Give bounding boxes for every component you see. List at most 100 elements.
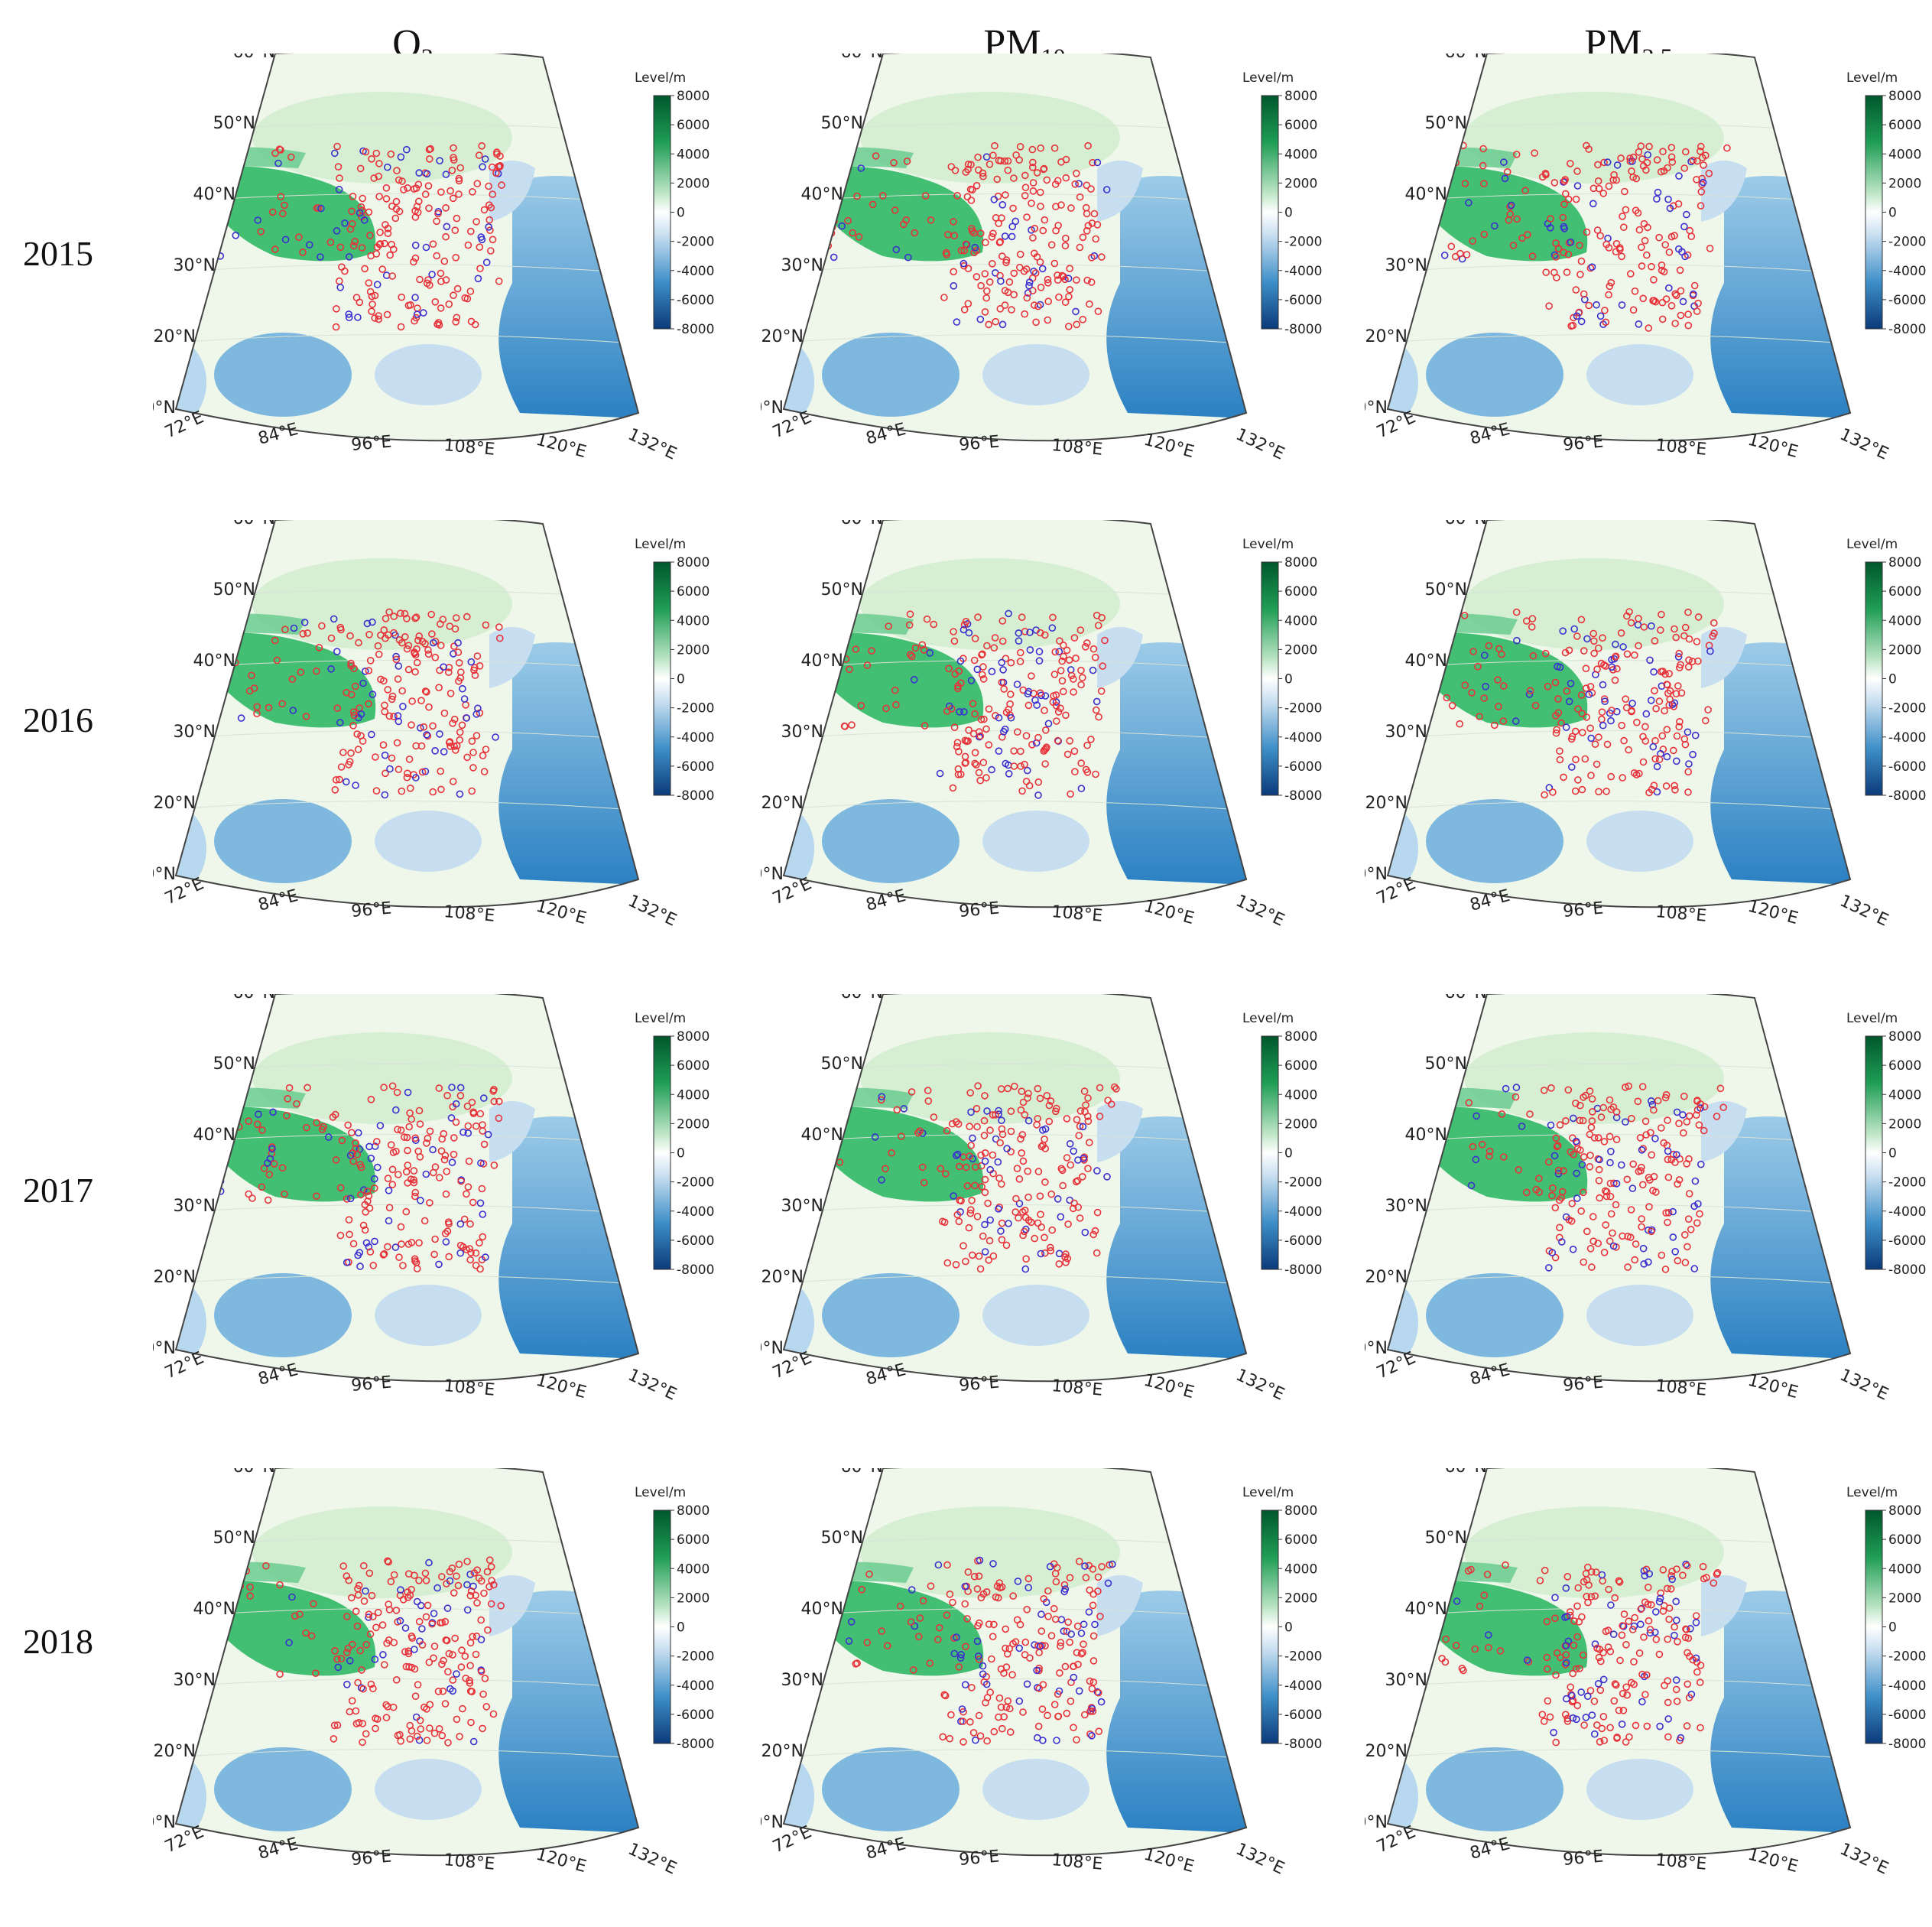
station-marker-blue [1682,1560,1690,1568]
station-marker-red [1083,276,1092,284]
station-marker-red [1693,1219,1701,1227]
station-marker-red [1651,637,1659,645]
station-marker-red [1010,174,1018,182]
station-marker-red [1041,707,1048,714]
yellow-sea [1701,161,1747,222]
station-marker-red [253,710,261,717]
station-marker-red [1080,1711,1089,1719]
station-marker-red [892,700,900,709]
station-marker-red [1442,1589,1450,1597]
station-marker-red [1110,1083,1119,1091]
station-marker-blue [1569,1245,1577,1253]
station-marker-red [1572,756,1580,764]
station-marker-red [356,164,365,173]
station-marker-blue [1089,666,1097,674]
station-marker-blue [459,1128,467,1136]
station-marker-red [1573,1145,1582,1153]
station-marker-red [1031,269,1040,277]
station-marker-red [977,715,985,723]
station-marker-red [1441,1658,1450,1666]
station-marker-red [1612,1108,1621,1116]
station-marker-blue [1036,1642,1044,1650]
station-marker-blue [961,1582,969,1591]
station-marker-red [478,1184,486,1193]
station-marker-red [433,252,441,260]
station-marker-red [422,1577,430,1584]
station-marker-red [423,1737,431,1744]
station-marker-red [973,1585,982,1593]
station-marker-blue [972,1736,979,1744]
station-marker-red [950,268,957,276]
station-marker-red [1667,1155,1676,1164]
station-marker-blue [369,691,377,698]
station-marker-red [1066,1638,1074,1646]
station-marker-red [438,1731,446,1740]
station-marker-red [376,240,385,248]
station-marker-red [1634,1097,1642,1106]
station-marker-red [471,320,479,329]
station-marker-red [1054,708,1063,716]
station-marker-blue [1601,697,1609,705]
station-marker-red [1664,164,1671,172]
station-marker-red [1638,1163,1645,1171]
station-marker-red [401,609,409,618]
station-marker-red [1599,190,1608,197]
lon-label: 120°E [1745,431,1800,462]
station-marker-red [1586,724,1594,733]
station-marker-red [1461,180,1469,187]
station-marker-red [411,1134,420,1142]
lon-label: 132°E [1836,892,1891,931]
station-marker-blue [417,1196,424,1204]
station-marker-blue [1060,1627,1068,1635]
lon-label: 120°E [1745,897,1800,928]
station-marker-red [985,1236,994,1245]
station-marker-blue [1638,1146,1646,1154]
station-marker-blue [361,668,369,675]
station-marker-red [1547,1084,1555,1092]
station-marker-blue [1055,648,1063,655]
station-marker-red [1619,1622,1627,1630]
station-marker-red [982,294,991,302]
station-marker-red [1033,1121,1041,1129]
station-marker-red [1670,703,1678,710]
station-marker-red [349,242,358,250]
station-marker-red [1583,1593,1591,1600]
station-marker-red [926,1659,934,1667]
station-marker-red [1060,652,1067,661]
colorbar-tick-label: -8000 [1888,322,1926,337]
lat-label: 40°N [1405,652,1447,671]
station-marker-blue [953,318,961,326]
station-marker-red [407,301,414,309]
station-marker-red [1017,747,1024,756]
station-marker-blue [1007,713,1015,722]
lat-label: 40°N [193,652,235,671]
station-marker-red [479,1690,487,1698]
station-marker-red [1063,750,1072,759]
station-marker-red [425,1659,433,1666]
lat-label: 20°N [1365,1742,1408,1761]
station-marker-red [1464,1567,1473,1575]
station-marker-red [1037,1223,1046,1231]
station-marker-blue [1647,1097,1655,1105]
station-marker-blue [1568,1691,1576,1700]
station-marker-blue [926,649,934,657]
station-marker-red [458,1646,466,1654]
station-marker-red [1023,1606,1031,1613]
colorbar-tick-label: 0 [677,1146,685,1162]
station-marker-red [1086,1677,1094,1685]
station-marker-red [1719,1103,1728,1111]
station-marker-red [1629,1160,1638,1168]
colorbar-tick-label: -2000 [1888,1175,1926,1191]
station-marker-red [1001,157,1009,165]
lat-label: 30°N [1385,1197,1427,1216]
station-marker-red [410,258,417,266]
station-marker-red [1015,156,1024,164]
station-marker-blue [446,1685,454,1693]
station-marker-red [1556,756,1564,764]
mongolia-plateau [252,92,512,184]
station-marker-red [1016,250,1024,258]
colorbar: Level/m80006000400020000-2000-4000-6000-… [1242,70,1322,337]
station-marker-red [960,1738,967,1746]
station-marker-red [1073,1622,1082,1630]
station-marker-blue [1641,1571,1649,1580]
